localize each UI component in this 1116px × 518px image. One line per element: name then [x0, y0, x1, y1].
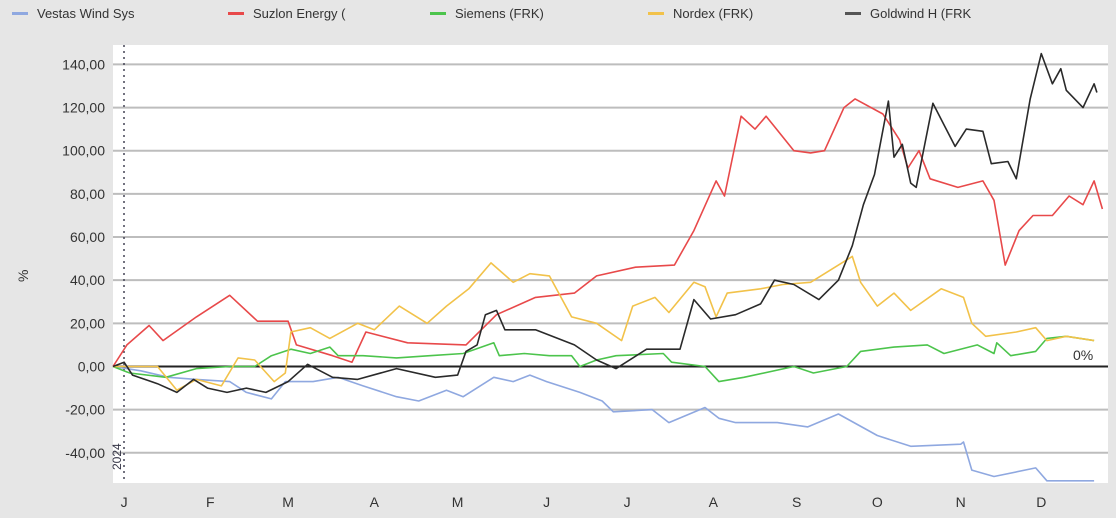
y-tick-label: 0,00 [78, 358, 105, 374]
x-tick-label: J [624, 494, 631, 510]
legend-swatch [12, 12, 28, 15]
y-axis-label: % [15, 270, 31, 282]
y-tick-label: 80,00 [70, 186, 105, 202]
legend-label: Vestas Wind Sys [37, 6, 135, 21]
series-line-nordex-frk [113, 255, 1095, 392]
legend-swatch [845, 12, 861, 15]
legend-swatch [228, 12, 244, 15]
series-line-goldwind-h-frk [112, 52, 1098, 394]
x-tick-label: D [1036, 494, 1046, 510]
legend-item-vestas[interactable]: Vestas Wind Sys [12, 6, 135, 21]
legend-swatch [430, 12, 446, 15]
zero-label: 0% [1073, 347, 1093, 363]
legend-label: Suzlon Energy ( [253, 6, 346, 21]
y-tick-label: 20,00 [70, 315, 105, 331]
x-tick-label: J [543, 494, 550, 510]
legend-item-goldwind[interactable]: Goldwind H (FRK [845, 6, 971, 21]
y-tick-label: -20,00 [65, 402, 105, 418]
y-tick-label: 60,00 [70, 229, 105, 245]
legend-label: Nordex (FRK) [673, 6, 754, 21]
x-tick-label: A [370, 494, 380, 510]
year-marker-label: 2024 [110, 443, 124, 470]
x-tick-label: F [206, 494, 215, 510]
x-tick-label: O [872, 494, 883, 510]
y-tick-label: 140,00 [62, 56, 105, 72]
x-tick-label: M [282, 494, 294, 510]
x-tick-label: J [121, 494, 128, 510]
y-tick-label: 100,00 [62, 143, 105, 159]
x-tick-label: S [792, 494, 801, 510]
series-lines [112, 52, 1104, 482]
x-tick-label: M [452, 494, 464, 510]
legend-item-nordex[interactable]: Nordex (FRK) [648, 6, 753, 21]
series-line-suzlon-energy [112, 98, 1104, 367]
legend-label: Siemens (FRK) [455, 6, 544, 21]
x-tick-label: N [956, 494, 966, 510]
legend-label: Goldwind H (FRK [870, 6, 972, 21]
series-line-vestas-wind-sys [112, 365, 1095, 482]
y-tick-label: 120,00 [62, 100, 105, 116]
y-tick-label: -40,00 [65, 445, 105, 461]
plot-area [113, 45, 1108, 483]
legend-swatch [648, 12, 664, 15]
legend-item-suzlon[interactable]: Suzlon Energy ( [228, 6, 346, 21]
legend-item-siemens[interactable]: Siemens (FRK) [430, 6, 544, 21]
y-tick-label: 40,00 [70, 272, 105, 288]
x-tick-label: A [709, 494, 719, 510]
y-axis-ticks: -40,00 -20,00 0,00 20,00 40,00 60,00 80,00 100,… [62, 56, 105, 460]
chart-legend: Vestas Wind Sys Suzlon Energy ( Siemens … [0, 6, 1116, 28]
